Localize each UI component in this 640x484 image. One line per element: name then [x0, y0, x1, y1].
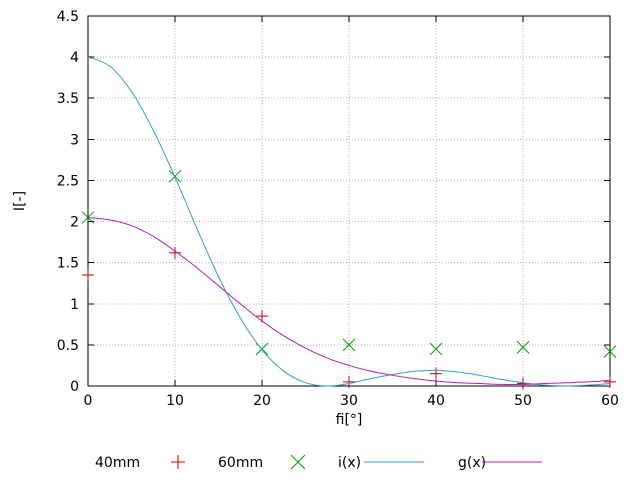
series-line-i(x) [87, 56, 611, 387]
x-tick-label: 50 [514, 393, 532, 409]
legend-label-60mm: 60mm [218, 455, 263, 471]
y-tick-label: 1.5 [57, 256, 79, 272]
x-axis-title: fi[°] [336, 412, 363, 428]
x-tick-label: 20 [253, 393, 271, 409]
series-line-g(x) [87, 216, 611, 385]
series-marker-60mm [429, 342, 443, 356]
y-tick-label: 2.5 [57, 173, 79, 189]
x-tick-label: 60 [601, 393, 619, 409]
y-tick-label: 2 [70, 215, 79, 231]
x-tick-label: 40 [427, 393, 445, 409]
x-tick-label: 10 [166, 393, 184, 409]
series-marker-60mm [255, 342, 269, 356]
y-tick-label: 4 [70, 50, 79, 66]
y-tick-label: 4.5 [57, 9, 79, 25]
y-tick-label: 1 [70, 297, 79, 313]
legend-label-i(x): i(x) [338, 455, 361, 471]
y-tick-label: 0.5 [57, 338, 79, 354]
y-tick-label: 0 [70, 379, 79, 395]
legend-label-40mm: 40mm [95, 455, 140, 471]
series-marker-60mm [342, 338, 356, 352]
series-marker-60mm [603, 345, 617, 358]
x-tick-label: 0 [84, 393, 93, 409]
y-axis-title: I[-] [12, 191, 28, 211]
plot-border [87, 15, 611, 387]
legend-label-g(x): g(x) [458, 455, 486, 471]
chart-layers: 0 10 20 30 40 50 60 0 0.5 1 1.5 2 2.5 3 3.5 4 4.5 40mm 60m… [57, 9, 619, 471]
legend-sample-60mm [290, 454, 306, 470]
y-tick-label: 3 [70, 132, 79, 148]
series-marker-60mm [516, 341, 530, 354]
y-tick-label: 3.5 [57, 91, 79, 107]
x-tick-label: 30 [340, 393, 358, 409]
